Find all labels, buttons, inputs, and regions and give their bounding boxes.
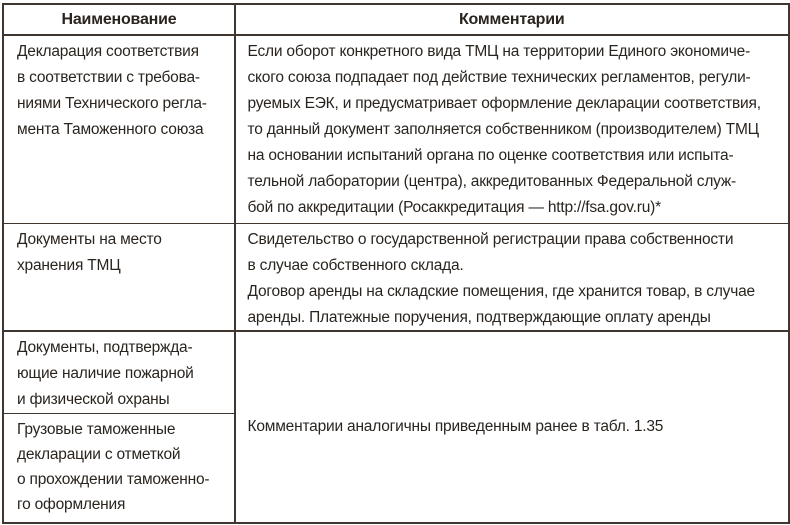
document-table: Наименование Комментарии Декларация соот… [2,3,790,524]
row-declaration-comment-cell: Если оборот конкретного вида ТМЦ на терр… [235,35,788,223]
row-storage-name-cell: Документы на место хранения ТМЦ [4,224,234,330]
column-header-comments: Комментарии [235,5,788,34]
row-declaration-name-cell: Декларация соответствия в соответствии с… [4,35,234,223]
row-security-name-cell: Документы, подтвержда- ющие наличие пожа… [4,331,234,413]
column-header-name: Наименование [4,5,234,34]
row-customs-name-cell: Грузовые таможенные декларации с отметко… [4,414,234,522]
row-storage-comment-cell: Свидетельство о государственной регистра… [235,224,788,330]
merged-comment-cell: Комментарии аналогичны приведенным ранее… [235,331,788,522]
